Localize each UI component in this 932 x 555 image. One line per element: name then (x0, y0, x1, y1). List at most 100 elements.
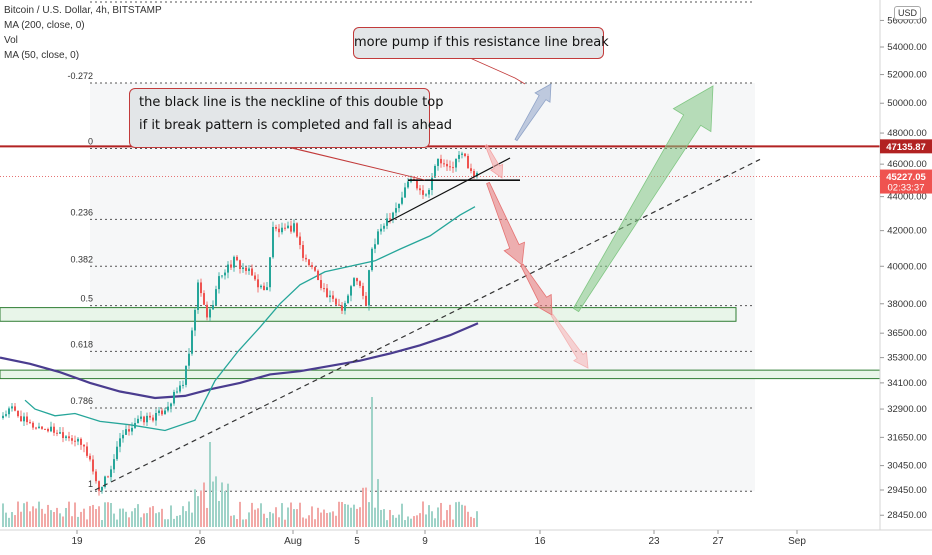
bullish-target-arrow[interactable] (572, 85, 714, 313)
volume-bar (110, 503, 112, 527)
candle-body (2, 415, 4, 418)
volume-bar (218, 500, 220, 527)
candle-body (431, 177, 433, 191)
volume-bar (32, 506, 34, 527)
resistance-note-pointer (469, 57, 526, 85)
candle-body (311, 265, 313, 268)
candle-body (446, 163, 448, 167)
candle-body (251, 268, 253, 276)
volume-bar (116, 519, 118, 527)
neckline-note-line2: if it break pattern is completed and fal… (139, 118, 453, 133)
volume-bar (455, 502, 457, 527)
projection-arrows[interactable] (484, 83, 714, 369)
candle-body (98, 481, 100, 491)
legend-vol[interactable]: Vol (4, 35, 18, 46)
volume-bar (80, 511, 82, 527)
legend-ma200[interactable]: MA (200, close, 0) (4, 20, 85, 31)
price-tick-label: 31650.00 (887, 432, 927, 443)
volume-bar (278, 517, 280, 527)
currency-badge[interactable]: USD (894, 6, 922, 20)
candle-body (275, 226, 277, 229)
volume-bar (89, 506, 91, 527)
legend-ma50[interactable]: MA (50, close, 0) (4, 50, 80, 61)
short-drop-arrow[interactable] (484, 144, 504, 179)
volume-bar (452, 519, 454, 527)
candle-body (170, 403, 172, 407)
volume-bar (152, 506, 154, 527)
volume-bar (44, 513, 46, 527)
volume-bar (248, 512, 250, 527)
decline-arrow-1[interactable] (486, 181, 525, 266)
candle-body (365, 295, 367, 306)
candle-body (128, 429, 130, 432)
rising-trend-line[interactable] (387, 157, 511, 223)
neckline-note-pointer (259, 139, 426, 181)
volume-bar (473, 518, 475, 527)
candle-body (14, 406, 16, 411)
candle-body (62, 432, 64, 439)
volume-bar (254, 509, 256, 527)
price-axis[interactable]: 28450.00 29450.00 30450.00 31650.00 32900.00… (879, 0, 932, 530)
volume-bar (23, 503, 25, 527)
volume-bar (206, 507, 208, 527)
volume-bar (200, 490, 202, 527)
decline-arrow-3[interactable] (550, 313, 589, 369)
candle-body (281, 227, 283, 233)
price-tick-label: 36500.00 (887, 328, 927, 339)
support-zone[interactable] (0, 369, 881, 380)
legend-title: Bitcoin / U.S. Dollar, 4h, BITSTAMP (4, 5, 162, 16)
candle-body (71, 438, 73, 441)
countdown-label: 02:33:37 (888, 183, 925, 194)
volume-bar (476, 511, 478, 527)
candle-body (347, 295, 349, 304)
volume-bar (5, 512, 7, 527)
candle-body (143, 416, 145, 423)
decline-arrow-2[interactable] (520, 263, 553, 316)
candle-body (86, 446, 88, 456)
volume-bar (287, 507, 289, 527)
price-tick-label: 28450.00 (887, 510, 927, 521)
bullish-breakout-arrow[interactable] (514, 83, 552, 142)
support-zone[interactable] (0, 307, 737, 322)
time-tick-label: 16 (534, 536, 546, 547)
volume-bar (161, 508, 163, 527)
volume-bar (221, 482, 223, 527)
candle-body (320, 280, 322, 289)
volume-bar (380, 509, 382, 527)
candle-body (266, 287, 268, 291)
time-axis-background (0, 530, 932, 550)
volume-bar (401, 503, 403, 527)
candle-body (53, 426, 55, 433)
volume-bar (38, 501, 40, 527)
volume-bar (302, 517, 304, 527)
volume-bar (29, 511, 31, 527)
candle-body (359, 281, 361, 286)
volume-bar (260, 503, 262, 527)
candle-body (107, 476, 109, 478)
price-tick-label: 30450.00 (887, 461, 927, 472)
resistance-note[interactable]: more pump if this resistance line break (353, 27, 609, 59)
volume-bar (41, 508, 43, 527)
candle-body (236, 256, 238, 261)
volume-bar (329, 512, 331, 527)
candle-body (32, 422, 34, 428)
volume-bar (191, 512, 193, 527)
volume-bar (131, 511, 133, 527)
candle-body (407, 181, 409, 188)
resistance-price-tag[interactable] (880, 139, 932, 154)
volume-bar (305, 518, 307, 527)
candle-body (17, 410, 19, 417)
volume-bar (173, 518, 175, 527)
long-term-trend-line[interactable] (94, 158, 761, 491)
time-axis[interactable]: 19 26 Aug 5 9 16 23 27 Sep (0, 529, 932, 550)
neckline-note[interactable]: the black line is the neckline of this d… (129, 88, 453, 148)
price-tick-label: 56000.00 (887, 15, 927, 26)
volume-bar (107, 502, 109, 527)
candle-body (44, 428, 46, 430)
price-tick-label: 44000.00 (887, 192, 927, 203)
last-price-tag[interactable] (880, 169, 932, 194)
volume-bar (395, 517, 397, 527)
candle-body (329, 295, 331, 298)
